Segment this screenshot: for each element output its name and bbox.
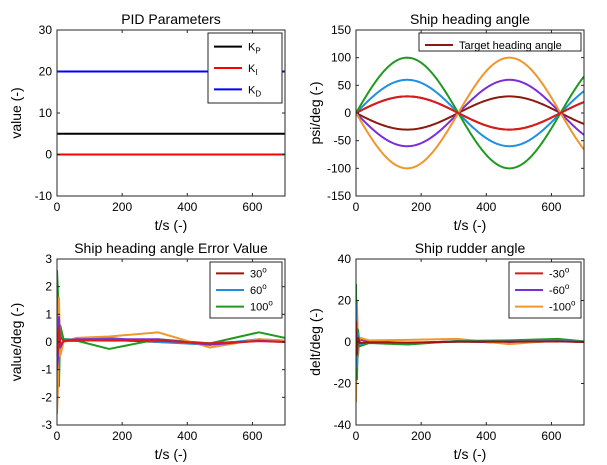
y-tick-label: 1 <box>45 307 52 321</box>
y-tick-label: 2 <box>45 280 52 294</box>
y-tick-label: -100 <box>327 161 351 175</box>
y-tick-label: -40 <box>334 418 352 432</box>
y-axis-label: psi/deg (-) <box>307 81 323 144</box>
y-tick-label: -2 <box>41 390 52 404</box>
x-tick-label: 600 <box>541 429 561 443</box>
series-group <box>57 270 285 414</box>
y-tick-label: 0 <box>344 106 351 120</box>
series-line-4 <box>356 78 584 148</box>
y-tick-label: 100 <box>331 51 351 65</box>
x-axis-label: t/s (-) <box>155 446 188 462</box>
y-tick-label: 40 <box>338 252 352 266</box>
x-tick-label: 400 <box>476 200 496 214</box>
legend-label: -30o <box>549 265 570 280</box>
y-tick-label: 150 <box>331 23 351 37</box>
y-tick-label: 3 <box>45 252 52 266</box>
legend: -30o -60o -100o <box>508 261 582 319</box>
x-tick-label: 400 <box>177 200 197 214</box>
legend-label: KP <box>248 42 261 56</box>
chart-title: PID Parameters <box>121 11 221 27</box>
legend-label: 30o <box>250 265 267 280</box>
y-tick-label: 20 <box>338 294 352 308</box>
chart-title: Ship heading angle Error Value <box>74 240 268 256</box>
plot-area <box>356 30 584 196</box>
series-line-2 <box>356 95 584 131</box>
legend-box <box>209 261 283 319</box>
legend-label: Target heading angle <box>459 40 562 52</box>
x-tick-label: 0 <box>353 200 360 214</box>
y-axis-label: value (-) <box>8 87 24 138</box>
x-axis-label: t/s (-) <box>454 217 487 233</box>
x-tick-label: 600 <box>242 200 262 214</box>
x-axis-label: t/s (-) <box>454 446 487 462</box>
y-tick-label: -20 <box>334 377 352 391</box>
legend: Target heading angle <box>418 32 582 52</box>
y-axis-label: delt/deg (-) <box>307 308 323 376</box>
y-tick-label: -1 <box>41 363 52 377</box>
series-group <box>356 283 584 403</box>
x-tick-label: 200 <box>411 200 431 214</box>
chart-title: Ship rudder angle <box>415 240 526 256</box>
series-line-6 <box>57 327 285 357</box>
series-line-3 <box>356 78 584 148</box>
y-axis-label: value/deg (-) <box>8 303 24 382</box>
y-tick-label: -3 <box>41 418 52 432</box>
x-tick-label: 400 <box>177 429 197 443</box>
x-tick-label: 0 <box>54 200 61 214</box>
series-line-7 <box>356 95 584 131</box>
panel-4: 0 200 400 600 -40 -20 0 20 40 Ship rudder angle t/… <box>307 240 585 462</box>
legend: 30o 60o 100o <box>209 261 283 319</box>
legend: KP KI KD <box>207 32 283 104</box>
x-axis-label: t/s (-) <box>155 217 188 233</box>
y-tick-label: 0 <box>344 335 351 349</box>
legend-label: KI <box>248 63 258 77</box>
y-tick-label: 0 <box>45 148 52 162</box>
y-tick-label: 0 <box>45 335 52 349</box>
x-tick-label: 600 <box>242 429 262 443</box>
x-tick-label: 200 <box>112 429 132 443</box>
legend-label: 60o <box>250 282 267 297</box>
series-group <box>356 56 584 170</box>
legend-label: KD <box>248 84 261 98</box>
y-tick-label: -10 <box>35 189 53 203</box>
x-tick-label: 400 <box>476 429 496 443</box>
series-line-5 <box>356 56 584 170</box>
panel-3: 0 200 400 600 -3 -2 -1 0 1 2 3 Ship heading angle E… <box>8 240 286 462</box>
x-tick-label: 200 <box>112 200 132 214</box>
series-line-6 <box>356 321 584 356</box>
y-tick-label: 30 <box>39 23 53 37</box>
x-tick-label: 0 <box>353 429 360 443</box>
x-tick-label: 0 <box>54 429 61 443</box>
series-line-6 <box>356 56 584 170</box>
y-tick-label: -150 <box>327 189 351 203</box>
y-tick-label: 50 <box>338 78 352 92</box>
chart-title: Ship heading angle <box>410 11 530 27</box>
panel-2: 0 200 400 600 -150 -100 -50 0 50 100 150 Ship headi… <box>307 11 585 233</box>
x-tick-label: 600 <box>541 200 561 214</box>
x-tick-label: 200 <box>411 429 431 443</box>
legend-box <box>418 32 582 52</box>
legend-label: -100o <box>549 299 576 314</box>
y-tick-label: -50 <box>334 134 352 148</box>
y-tick-label: 20 <box>39 65 53 79</box>
legend-label: 100o <box>250 299 273 314</box>
y-tick-label: 10 <box>39 106 53 120</box>
legend-label: -60o <box>549 282 570 297</box>
